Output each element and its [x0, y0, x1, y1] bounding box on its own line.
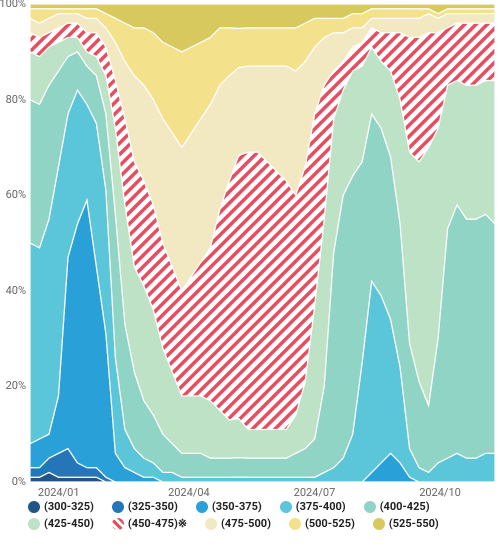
legend-label: (500-525) — [305, 517, 355, 530]
y-tick-label: 0% — [12, 475, 26, 488]
x-tick-label: 2024/07 — [294, 486, 336, 499]
legend-item: (525-550) — [373, 517, 439, 530]
y-tick-label: 100% — [0, 0, 26, 10]
legend-item: (475-500) — [205, 517, 271, 530]
legend-swatch — [28, 518, 40, 530]
x-tick-label: 2024/01 — [38, 486, 80, 499]
y-tick-label: 20% — [6, 379, 26, 392]
legend-item: (375-400) — [280, 500, 346, 513]
legend-label: (325-350) — [128, 500, 178, 513]
legend-swatch — [112, 501, 124, 513]
legend-item: (300-325) — [28, 500, 94, 513]
stacked-area-chart: (300-325) (325-350) (350-375) (375-400) (400… — [0, 0, 500, 554]
legend: (300-325) (325-350) (350-375) (375-400) (400… — [28, 500, 488, 530]
y-tick-label: 40% — [6, 284, 26, 297]
plot-area — [30, 4, 495, 482]
legend-label: (300-325) — [44, 500, 94, 513]
legend-swatch — [289, 518, 301, 530]
legend-label: (375-400) — [296, 500, 346, 513]
legend-item: (325-350) — [112, 500, 178, 513]
legend-label: (400-425) — [380, 500, 430, 513]
legend-item: (425-450) — [28, 517, 94, 530]
legend-label: (475-500) — [221, 517, 271, 530]
legend-swatch — [28, 501, 40, 513]
x-tick-label: 2024/04 — [168, 486, 210, 499]
y-tick-label: 80% — [6, 93, 26, 106]
legend-swatch — [205, 518, 217, 530]
legend-label: (425-450) — [44, 517, 94, 530]
legend-swatch — [196, 501, 208, 513]
legend-swatch — [364, 501, 376, 513]
legend-label: (525-550) — [389, 517, 439, 530]
legend-swatch — [280, 501, 292, 513]
legend-item: (500-525) — [289, 517, 355, 530]
legend-label: (350-375) — [212, 500, 262, 513]
legend-swatch — [373, 518, 385, 530]
x-tick-label: 2024/10 — [419, 486, 461, 499]
y-tick-label: 60% — [6, 188, 26, 201]
legend-item: (350-375) — [196, 500, 262, 513]
legend-item: (450-475)※ — [112, 517, 187, 530]
legend-label: (450-475)※ — [128, 517, 187, 530]
legend-swatch — [112, 518, 124, 530]
legend-item: (400-425) — [364, 500, 430, 513]
